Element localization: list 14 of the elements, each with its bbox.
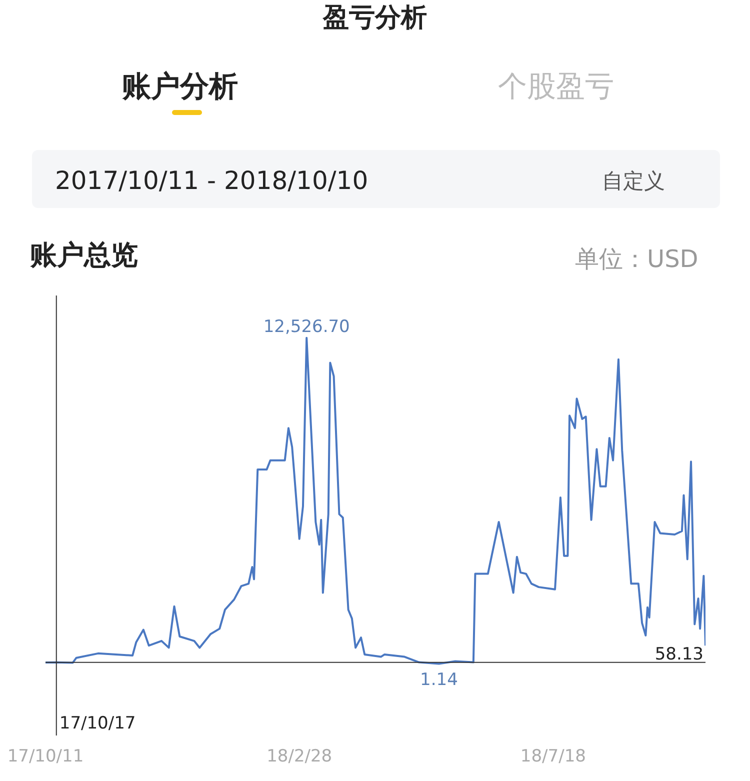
x-tick-label: 17/10/11 (7, 746, 84, 766)
ref-line-label: 17/10/17 (59, 714, 136, 734)
chart-subtitle: 2017/10/11 - 2018/10/10 (55, 165, 368, 197)
data-label: 1.14 (420, 670, 458, 690)
data-label: 12,526.70 (263, 316, 350, 337)
text: 自定义 (602, 168, 665, 195)
text: 盈亏分析 (322, 2, 428, 35)
x-tick-label: 18/2/28 (266, 746, 332, 766)
text: 账户分析 (122, 68, 238, 105)
text: 个股盈亏 (498, 68, 614, 105)
chart-title: 账户总览 (30, 239, 138, 273)
text: 单位：USD (575, 244, 698, 275)
ref-line-label: 58.13 (654, 644, 704, 664)
x-tick-label: 18/7/18 (520, 746, 586, 766)
